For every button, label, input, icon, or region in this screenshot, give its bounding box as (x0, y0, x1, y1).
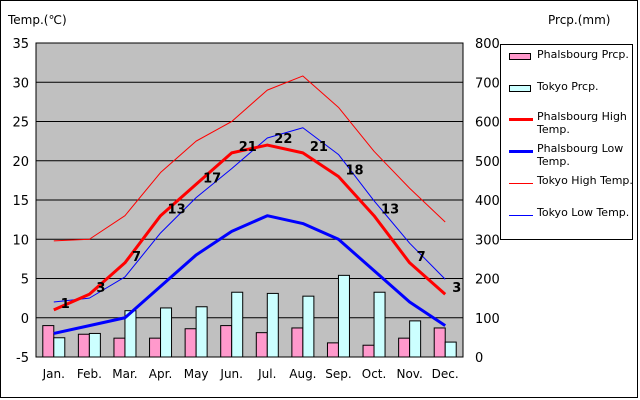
bar-phalsbourg-prcp (362, 344, 375, 358)
right-tick-label: 600 (475, 116, 500, 131)
right-tick-label: 100 (475, 312, 500, 327)
x-tick-label: Dec. (432, 367, 459, 381)
left-tick-label: 35 (12, 37, 29, 52)
legend-item-phalsbourg-low: Phalsbourg Low Temp. (505, 142, 633, 175)
bar-phalsbourg-prcp (291, 327, 304, 358)
bar-phalsbourg-prcp (326, 342, 339, 358)
left-tick-label: 15 (12, 194, 29, 209)
legend-label-tokyo-high: Tokyo High Temp. (537, 174, 633, 187)
legend-line-tokyo-low (509, 215, 533, 216)
data-label: 17 (203, 171, 221, 186)
legend: Phalsbourg Prcp. Tokyo Prcp. Phalsbourg … (500, 44, 633, 240)
bar-phalsbourg-prcp (255, 332, 268, 358)
bar-tokyo-prcp (373, 291, 386, 358)
left-tick-label: 25 (12, 116, 29, 131)
data-label: 13 (168, 203, 186, 218)
line-phalsbourg-low-temp (53, 214, 447, 335)
right-axis-title: Prcp.(mm) (548, 13, 611, 27)
data-label: 21 (239, 140, 257, 155)
legend-label-phalsbourg-low: Phalsbourg Low Temp. (537, 142, 624, 168)
right-tick-label: 200 (475, 273, 500, 288)
bar-phalsbourg-prcp (220, 325, 233, 358)
data-label: 3 (452, 281, 461, 296)
right-tick-label: 800 (475, 37, 500, 52)
legend-label-phalsbourg-prcp: Phalsbourg Prcp. (537, 48, 629, 61)
x-tick-label: Jun. (219, 367, 243, 381)
legend-swatch-phalsbourg-prcp (509, 53, 531, 60)
legend-label-tokyo-prcp: Tokyo Prcp. (537, 80, 599, 93)
data-label: 18 (345, 163, 363, 178)
right-tick-label: 400 (475, 194, 500, 209)
x-tick-label: Nov. (396, 367, 422, 381)
left-tick-label: 10 (12, 233, 29, 248)
data-label: 7 (132, 250, 141, 265)
right-tick-label: 300 (475, 233, 500, 248)
data-label: 1 (61, 297, 70, 312)
x-tick-label: Oct. (362, 367, 387, 381)
x-tick-label: Jan. (42, 367, 65, 381)
right-tick-label: 700 (475, 76, 500, 91)
left-tick-label: 0 (21, 312, 29, 327)
bar-tokyo-prcp (160, 307, 173, 358)
x-tick-label: May (184, 367, 209, 381)
legend-line-tokyo-high (509, 183, 533, 184)
legend-label-phalsbourg-high: Phalsbourg High Temp. (537, 110, 627, 136)
legend-label-tokyo-low: Tokyo Low Temp. (537, 206, 630, 219)
legend-item-tokyo-low: Tokyo Low Temp. (505, 206, 633, 239)
legend-swatch-tokyo-prcp (509, 85, 531, 92)
bar-phalsbourg-prcp (184, 328, 197, 358)
bar-tokyo-prcp (195, 306, 208, 358)
legend-item-phalsbourg-high: Phalsbourg High Temp. (505, 110, 633, 143)
line-tokyo-low-temp (53, 127, 446, 303)
bar-phalsbourg-prcp (77, 333, 90, 358)
bar-tokyo-prcp (231, 291, 244, 358)
left-tick-label: -5 (16, 351, 29, 366)
bar-phalsbourg-prcp (398, 337, 411, 358)
legend-item-phalsbourg-prcp: Phalsbourg Prcp. (505, 48, 633, 81)
bar-tokyo-prcp (53, 337, 66, 358)
x-tick-label: Aug. (289, 367, 316, 381)
line-tokyo-high-temp (53, 75, 446, 242)
right-tick-label: 500 (475, 155, 500, 170)
left-axis-title: Temp.(℃) (8, 13, 67, 27)
bar-tokyo-prcp (266, 292, 279, 358)
x-tick-label: Feb. (77, 367, 102, 381)
data-label: 21 (310, 140, 328, 155)
bar-phalsbourg-prcp (113, 337, 126, 358)
data-label: 3 (96, 281, 105, 296)
bar-phalsbourg-prcp (149, 337, 162, 358)
bar-phalsbourg-prcp (42, 325, 55, 358)
x-tick-label: Sep. (325, 367, 351, 381)
legend-item-tokyo-high: Tokyo High Temp. (505, 174, 633, 207)
right-tick-label: 0 (475, 351, 483, 366)
left-tick-label: 5 (21, 273, 29, 288)
data-label: 22 (274, 132, 292, 147)
bar-tokyo-prcp (337, 274, 350, 358)
legend-line-phalsbourg-high (509, 118, 533, 121)
line-phalsbourg-high-temp (53, 143, 447, 312)
bar-tokyo-prcp (88, 332, 101, 358)
bar-tokyo-prcp (409, 320, 422, 358)
bar-phalsbourg-prcp (433, 327, 446, 358)
data-label: 13 (381, 203, 399, 218)
bar-tokyo-prcp (124, 310, 137, 358)
x-tick-label: Apr. (149, 367, 172, 381)
left-tick-label: 20 (12, 155, 29, 170)
legend-item-tokyo-prcp: Tokyo Prcp. (505, 80, 633, 113)
bar-tokyo-prcp (302, 295, 315, 358)
x-tick-label: Mar. (112, 367, 137, 381)
legend-line-phalsbourg-low (509, 150, 533, 153)
left-tick-label: 30 (12, 76, 29, 91)
data-label: 7 (417, 250, 426, 265)
x-tick-label: Jul. (257, 367, 276, 381)
bar-tokyo-prcp (444, 341, 457, 358)
